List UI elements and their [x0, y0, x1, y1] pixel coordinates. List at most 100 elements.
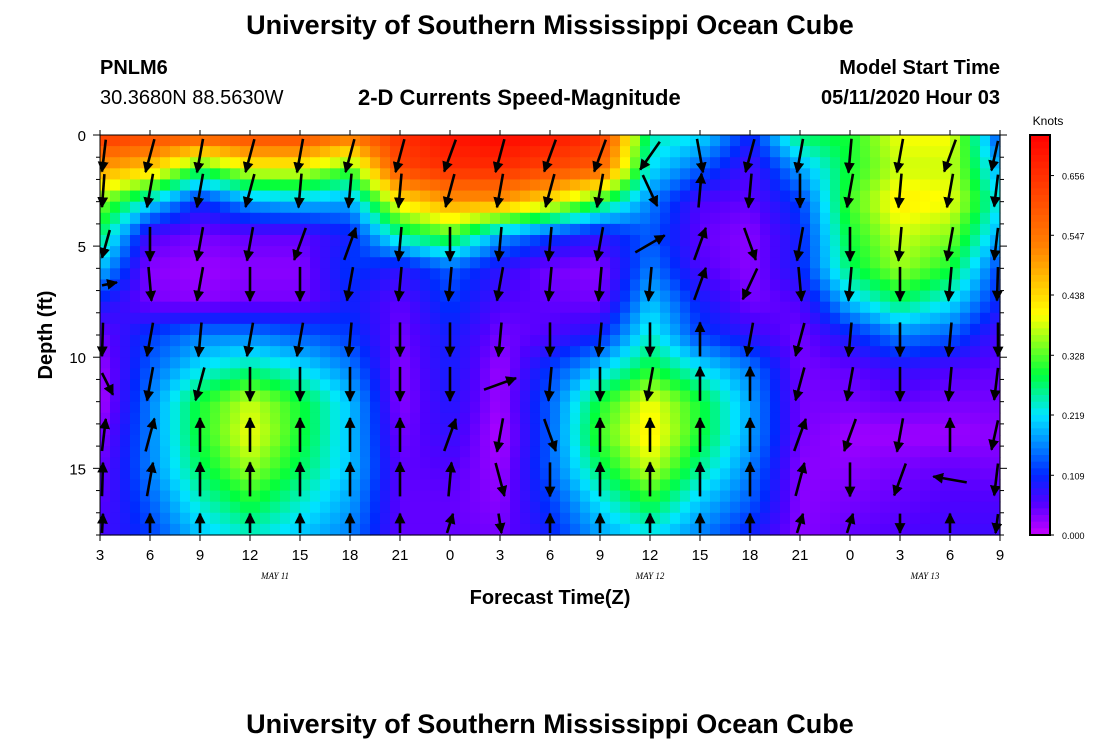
heat-cell — [780, 468, 791, 481]
heat-cell — [540, 235, 551, 247]
heat-cell — [730, 479, 741, 492]
heat-cell — [970, 157, 981, 169]
heat-cell — [610, 368, 621, 381]
heat-cell — [430, 446, 441, 458]
heat-cell — [720, 379, 731, 392]
heat-cell — [580, 312, 591, 325]
heat-cell — [220, 390, 231, 403]
heat-cell — [760, 357, 771, 369]
heat-cell — [250, 290, 261, 303]
heat-cell — [490, 479, 501, 492]
heat-cell — [750, 212, 761, 225]
heat-cell — [130, 490, 141, 503]
current-vector-arrow — [192, 367, 206, 402]
heat-cell — [760, 468, 771, 481]
heat-cell — [460, 257, 471, 269]
colorbar-tick-label: 0.547 — [1062, 231, 1085, 241]
heat-cell — [920, 135, 931, 147]
heat-cell — [490, 335, 501, 347]
heat-cell — [540, 268, 551, 281]
heat-cell — [570, 246, 581, 258]
heat-cell — [970, 212, 981, 225]
heat-cell — [510, 312, 521, 325]
heat-cell — [320, 268, 331, 281]
heat-cell — [710, 168, 721, 181]
y-tick-label: 10 — [69, 350, 86, 367]
heat-cell — [240, 235, 251, 247]
heat-cell — [570, 179, 581, 192]
heat-cell — [310, 423, 321, 436]
heat-cell — [500, 223, 511, 236]
colorbar-segment — [1030, 308, 1050, 316]
colorbar-segment — [1030, 448, 1050, 456]
heat-cell — [510, 357, 521, 369]
heat-cell — [510, 401, 521, 414]
current-vector-arrow — [293, 322, 305, 358]
heat-cell — [430, 268, 441, 281]
heat-cell — [930, 490, 941, 503]
heat-cell — [560, 223, 571, 236]
heat-cell — [910, 357, 921, 369]
heat-cell — [850, 346, 861, 358]
heat-cell — [630, 235, 641, 247]
heat-cell — [900, 412, 911, 425]
heat-cell — [710, 268, 721, 281]
heat-cell — [510, 223, 521, 236]
heat-cell — [660, 401, 671, 414]
heat-cell — [200, 479, 211, 492]
heat-cell — [430, 501, 441, 514]
heat-cell — [630, 257, 641, 269]
heat-cell — [370, 312, 381, 325]
heat-cell — [360, 512, 371, 525]
heat-cell — [500, 446, 511, 458]
heat-cell — [180, 479, 191, 492]
heat-cell — [370, 146, 381, 158]
heat-cell — [260, 212, 271, 225]
heat-cell — [500, 335, 511, 347]
heat-cell — [250, 368, 261, 381]
heat-cell — [960, 479, 971, 492]
heat-cell — [230, 412, 241, 425]
heat-cell — [500, 290, 511, 303]
heat-cell — [840, 190, 851, 203]
heat-cell — [170, 390, 181, 403]
heat-cell — [580, 335, 591, 347]
heat-cell — [730, 357, 741, 369]
heat-cell — [510, 412, 521, 425]
heat-cell — [110, 346, 121, 358]
heat-cell — [580, 279, 591, 292]
heat-cell — [310, 346, 321, 358]
heat-cell — [170, 301, 181, 314]
heat-cell — [920, 512, 931, 525]
heat-cell — [810, 379, 821, 392]
heat-cell — [510, 190, 521, 203]
heat-cell — [190, 179, 201, 192]
heat-cell — [410, 235, 421, 247]
heat-cell — [380, 235, 391, 247]
heat-cell — [210, 412, 221, 425]
heat-cell — [620, 190, 631, 203]
heat-cell — [570, 146, 581, 158]
heat-cell — [990, 335, 1001, 347]
heat-cell — [630, 135, 641, 147]
colorbar-segment — [1030, 295, 1050, 303]
current-vector-arrow — [794, 461, 808, 497]
heat-cell — [530, 268, 541, 281]
heat-cell — [230, 446, 241, 458]
heat-cell — [500, 246, 511, 258]
heat-cell — [750, 357, 761, 369]
heat-cell — [670, 146, 681, 158]
heat-cell — [930, 268, 941, 281]
heat-cell — [790, 179, 801, 192]
heat-cell — [350, 457, 361, 469]
heat-cell — [640, 490, 651, 503]
heat-cell — [750, 235, 761, 247]
y-tick-label: 5 — [78, 239, 86, 256]
heat-cell — [560, 523, 571, 536]
heat-cell — [840, 279, 851, 292]
heat-cell — [660, 446, 671, 458]
heat-cell — [810, 412, 821, 425]
heat-cell — [610, 212, 621, 225]
heat-cell — [730, 346, 741, 358]
colorbar-segment — [1030, 135, 1050, 143]
